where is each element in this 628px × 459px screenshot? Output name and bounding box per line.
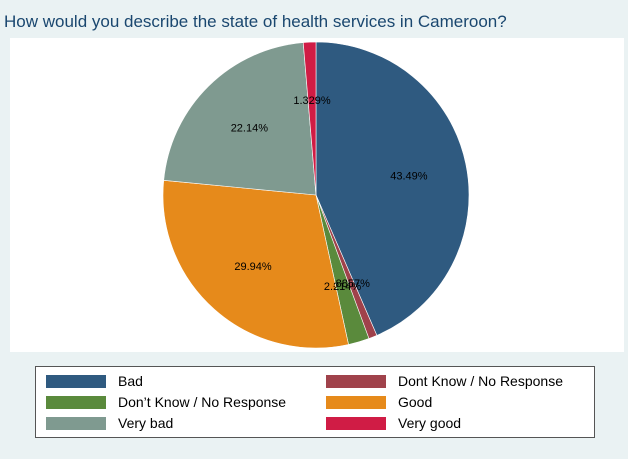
legend-swatch: [46, 395, 106, 409]
legend-swatch: [46, 416, 106, 430]
slice-label: .8857%: [333, 278, 371, 290]
pie-slice: [163, 42, 317, 196]
legend-swatch: [326, 395, 386, 409]
legend-item: Dont Know / No Response: [326, 371, 563, 391]
chart-title: How would you describe the state of heal…: [4, 12, 507, 31]
slice-label: 22.14%: [231, 123, 269, 135]
legend-swatch: [46, 374, 106, 388]
plot-area: 43.49% .8857% 2.214% 29.94% 22.14% 1.329%: [10, 38, 624, 352]
legend-label: Bad: [118, 373, 143, 389]
legend-swatch: [326, 416, 386, 430]
slice-label: 1.329%: [293, 95, 331, 107]
slice-label: 29.94%: [234, 261, 272, 273]
slice-label: 43.49%: [390, 171, 428, 183]
legend-item: Bad: [46, 371, 143, 391]
legend-label: Dont Know / No Response: [398, 373, 563, 389]
legend-item: Very good: [326, 413, 461, 433]
legend-label: Very good: [398, 415, 462, 431]
legend-item: Very bad: [46, 413, 173, 433]
pie-slice: [315, 41, 470, 336]
legend-item: Don’t Know / No Response: [46, 392, 286, 412]
legend-label: Good: [398, 394, 433, 410]
legend: Bad Dont Know / No Response Don’t Know / N…: [35, 366, 595, 438]
legend-item: Good: [326, 392, 432, 412]
legend-label: Very bad: [118, 415, 174, 431]
legend-label: Don’t Know / No Response: [118, 394, 287, 410]
pie-chart: 43.49% .8857%2.214% 29.94% 22.14% 1.329%: [162, 41, 470, 349]
pie-slice: [302, 41, 317, 196]
legend-swatch: [326, 374, 386, 388]
pie-slice: [162, 179, 349, 349]
slice-label: 2.214%: [324, 281, 362, 293]
